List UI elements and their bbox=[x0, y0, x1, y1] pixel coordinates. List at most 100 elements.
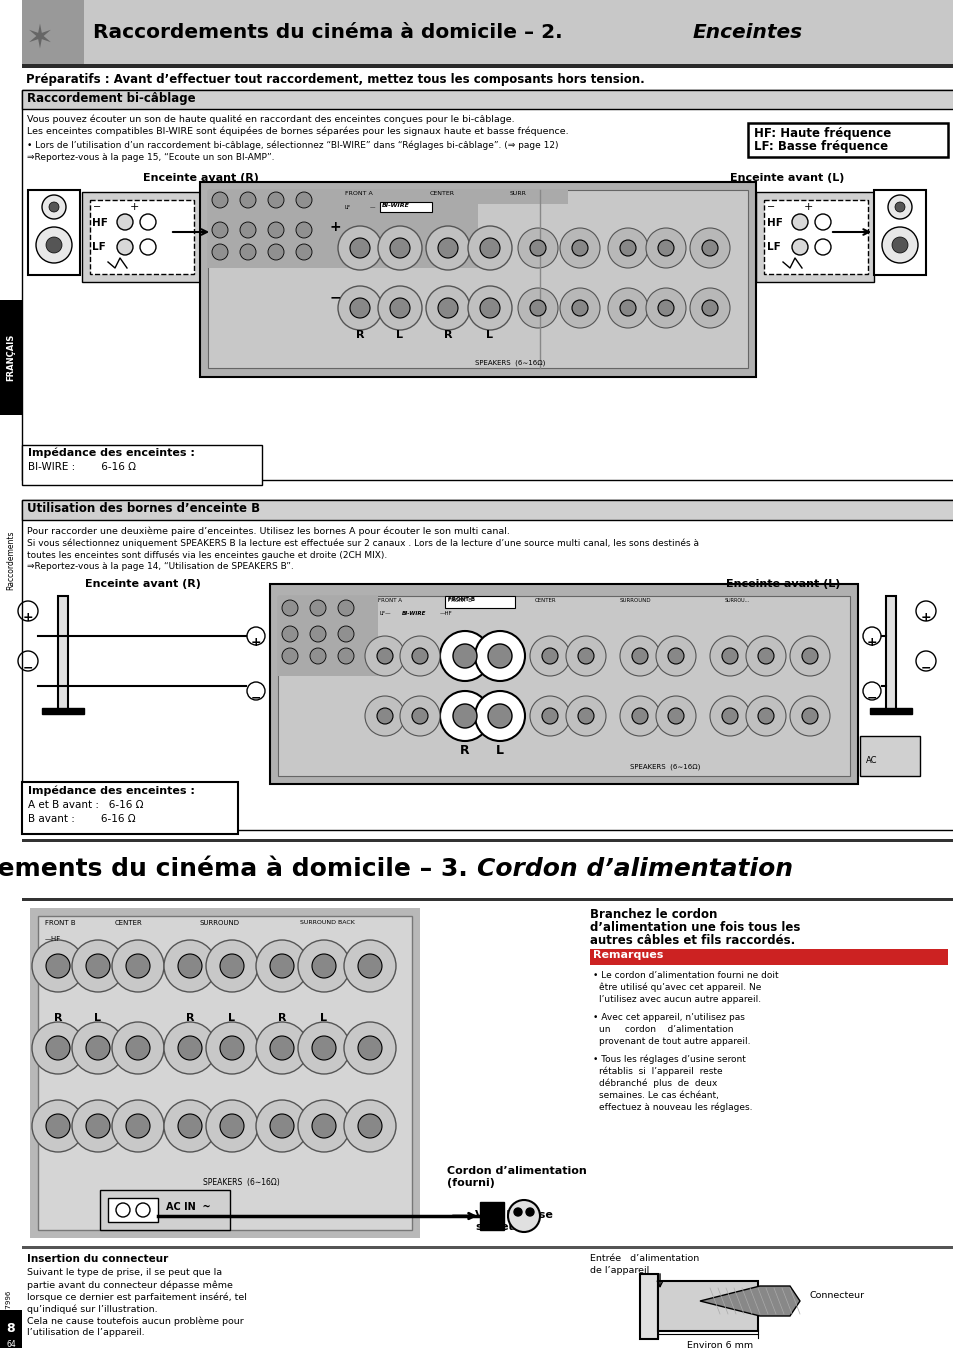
Text: Utilisation des bornes d’enceinte B: Utilisation des bornes d’enceinte B bbox=[27, 501, 260, 515]
Text: R: R bbox=[186, 1012, 194, 1023]
Text: SPEAKERS  (6∼16Ω): SPEAKERS (6∼16Ω) bbox=[475, 360, 544, 367]
Circle shape bbox=[255, 1100, 308, 1153]
Circle shape bbox=[656, 696, 696, 736]
Text: —: — bbox=[370, 205, 375, 210]
Text: ✶: ✶ bbox=[26, 22, 54, 54]
Circle shape bbox=[32, 1022, 84, 1074]
Circle shape bbox=[721, 648, 738, 665]
Text: BI-WIRE: BI-WIRE bbox=[381, 204, 410, 208]
Circle shape bbox=[667, 708, 683, 724]
Text: +: + bbox=[23, 611, 33, 624]
Circle shape bbox=[390, 298, 410, 318]
Text: L: L bbox=[229, 1012, 235, 1023]
Circle shape bbox=[112, 940, 164, 992]
Bar bbox=[859, 736, 919, 776]
Bar bbox=[277, 596, 849, 776]
Text: Vous pouvez écouter un son de haute qualité en raccordant des enceintes conçues : Vous pouvez écouter un son de haute qual… bbox=[27, 115, 514, 124]
Text: A et B avant :   6-16 Ω: A et B avant : 6-16 Ω bbox=[28, 799, 143, 810]
Circle shape bbox=[46, 954, 70, 979]
Circle shape bbox=[709, 636, 749, 675]
Bar bbox=[22, 1246, 953, 1250]
Text: Impédance des enceintes :: Impédance des enceintes : bbox=[28, 785, 194, 795]
Bar bbox=[90, 200, 193, 274]
Text: autres câbles et fils raccordés.: autres câbles et fils raccordés. bbox=[589, 934, 795, 948]
Text: SPEAKERS  (6∼16Ω): SPEAKERS (6∼16Ω) bbox=[203, 1178, 280, 1188]
Circle shape bbox=[801, 708, 817, 724]
Text: • Lors de l’utilisation d’un raccordement bi-câblage, sélectionnez “BI-WIRE” dan: • Lors de l’utilisation d’un raccordemen… bbox=[27, 140, 558, 150]
Text: HF: HF bbox=[91, 218, 108, 228]
Circle shape bbox=[376, 708, 393, 724]
Text: Entrée   d’alimentation: Entrée d’alimentation bbox=[589, 1254, 699, 1263]
Text: R: R bbox=[459, 744, 469, 758]
Bar bbox=[100, 1190, 230, 1229]
Text: CENTER: CENTER bbox=[535, 599, 556, 603]
Text: +: + bbox=[330, 220, 341, 235]
Circle shape bbox=[206, 1100, 257, 1153]
Text: d’alimentation une fois tous les: d’alimentation une fois tous les bbox=[589, 921, 800, 934]
Circle shape bbox=[178, 954, 202, 979]
Text: LF: LF bbox=[345, 205, 351, 210]
Text: L: L bbox=[94, 1012, 101, 1023]
Text: Préparatifs : Avant d’effectuer tout raccordement, mettez tous les composants ho: Préparatifs : Avant d’effectuer tout rac… bbox=[26, 73, 644, 86]
Bar bbox=[30, 909, 419, 1237]
Circle shape bbox=[71, 940, 124, 992]
Text: Environ 6 mm: Environ 6 mm bbox=[686, 1341, 752, 1348]
Text: L: L bbox=[486, 330, 493, 340]
Circle shape bbox=[46, 237, 62, 253]
Circle shape bbox=[268, 244, 284, 260]
Text: partie avant du connecteur dépasse même: partie avant du connecteur dépasse même bbox=[27, 1281, 233, 1290]
Bar bbox=[38, 917, 412, 1229]
Circle shape bbox=[116, 1202, 130, 1217]
Bar bbox=[108, 1198, 158, 1223]
Bar bbox=[22, 500, 953, 520]
Circle shape bbox=[891, 237, 907, 253]
Circle shape bbox=[437, 239, 457, 257]
Bar bbox=[658, 1281, 758, 1330]
Circle shape bbox=[270, 1113, 294, 1138]
Text: RQT7996: RQT7996 bbox=[5, 1290, 11, 1322]
Text: Raccordement bi-câblage: Raccordement bi-câblage bbox=[27, 92, 195, 105]
Circle shape bbox=[439, 692, 490, 741]
Circle shape bbox=[468, 286, 512, 330]
Circle shape bbox=[559, 228, 599, 268]
Circle shape bbox=[337, 286, 381, 330]
Circle shape bbox=[212, 222, 228, 239]
Text: SURROUND: SURROUND bbox=[200, 919, 240, 926]
Circle shape bbox=[656, 636, 696, 675]
Circle shape bbox=[559, 288, 599, 328]
Circle shape bbox=[337, 226, 381, 270]
Circle shape bbox=[745, 696, 785, 736]
Bar bbox=[479, 1202, 503, 1229]
Text: 64: 64 bbox=[6, 1340, 16, 1348]
Circle shape bbox=[46, 1113, 70, 1138]
Bar bbox=[22, 0, 84, 63]
Text: Enceinte avant (L): Enceinte avant (L) bbox=[729, 173, 843, 183]
Circle shape bbox=[517, 288, 558, 328]
Text: −: − bbox=[766, 202, 774, 212]
Circle shape bbox=[297, 1022, 350, 1074]
Circle shape bbox=[701, 301, 718, 315]
Circle shape bbox=[337, 648, 354, 665]
Text: −: − bbox=[251, 692, 261, 704]
Bar bbox=[22, 0, 953, 63]
Text: débranché  plus  de  deux: débranché plus de deux bbox=[598, 1078, 717, 1088]
Text: être utilisé qu’avec cet appareil. Ne: être utilisé qu’avec cet appareil. Ne bbox=[598, 983, 760, 992]
Circle shape bbox=[789, 636, 829, 675]
Bar bbox=[208, 190, 477, 268]
Circle shape bbox=[426, 226, 470, 270]
Circle shape bbox=[220, 1113, 244, 1138]
Text: R: R bbox=[355, 330, 364, 340]
Circle shape bbox=[297, 940, 350, 992]
Text: Suivant le type de prise, il se peut que la: Suivant le type de prise, il se peut que… bbox=[27, 1268, 222, 1277]
Text: Enceinte avant (R): Enceinte avant (R) bbox=[85, 580, 201, 589]
Text: Impédance des enceintes :: Impédance des enceintes : bbox=[28, 448, 194, 458]
Text: Les enceintes compatibles BI-WIRE sont équipées de bornes séparées pour les sign: Les enceintes compatibles BI-WIRE sont é… bbox=[27, 127, 568, 136]
Circle shape bbox=[377, 226, 421, 270]
Circle shape bbox=[112, 1022, 164, 1074]
Bar bbox=[208, 190, 747, 368]
Circle shape bbox=[357, 1037, 381, 1060]
Circle shape bbox=[530, 696, 569, 736]
Text: Insertion du connecteur: Insertion du connecteur bbox=[27, 1254, 168, 1264]
Text: Raccordements du cinéma à domicile – 2.: Raccordements du cinéma à domicile – 2. bbox=[92, 23, 569, 43]
Circle shape bbox=[578, 648, 594, 665]
